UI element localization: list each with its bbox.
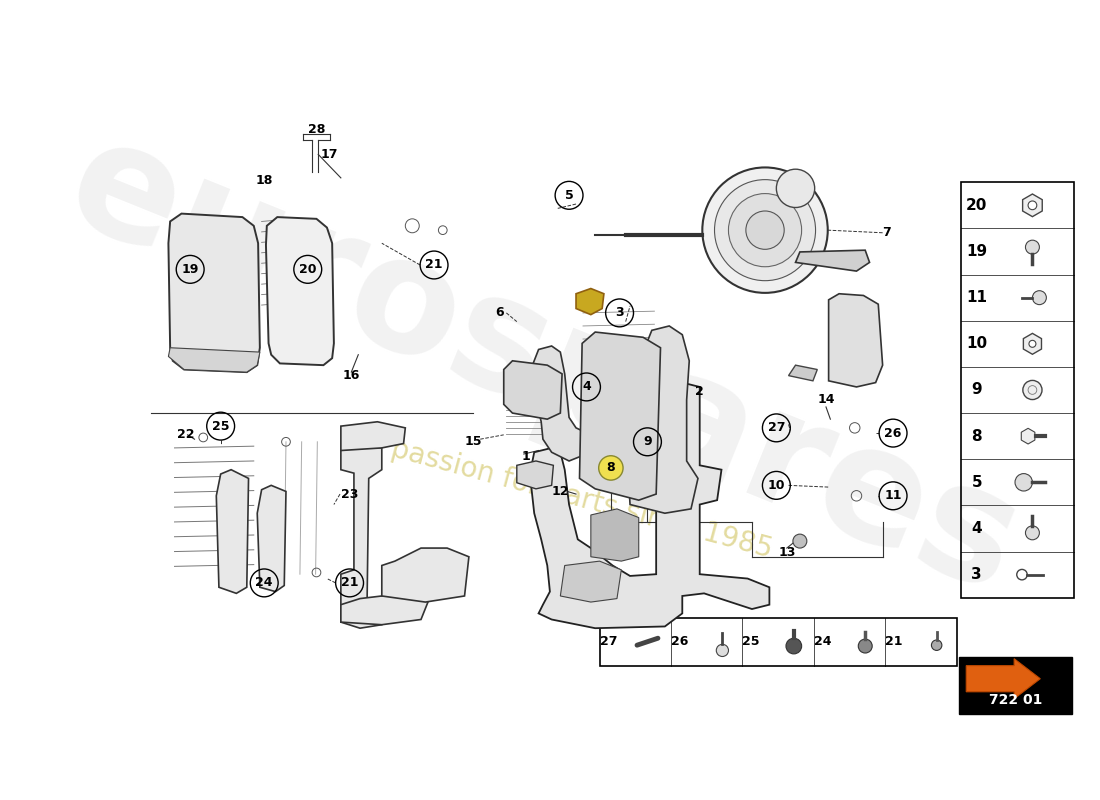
Text: 27: 27 bbox=[600, 635, 617, 648]
Text: 24: 24 bbox=[255, 577, 273, 590]
Polygon shape bbox=[530, 382, 769, 628]
Bar bbox=[961, 182, 1075, 598]
Text: 10: 10 bbox=[768, 479, 785, 492]
Circle shape bbox=[598, 456, 623, 480]
Text: 4: 4 bbox=[971, 521, 982, 536]
Text: 15: 15 bbox=[464, 435, 482, 448]
Polygon shape bbox=[560, 561, 621, 602]
Circle shape bbox=[1023, 381, 1042, 399]
Bar bbox=[600, 618, 957, 666]
Text: 8: 8 bbox=[606, 462, 615, 474]
Circle shape bbox=[702, 167, 827, 293]
Text: 21: 21 bbox=[426, 258, 443, 271]
Polygon shape bbox=[217, 470, 249, 594]
Circle shape bbox=[793, 534, 806, 548]
Text: 14: 14 bbox=[817, 394, 835, 406]
Polygon shape bbox=[795, 250, 870, 271]
Text: 22: 22 bbox=[177, 428, 195, 442]
Text: 20: 20 bbox=[299, 263, 317, 276]
Text: 722 01: 722 01 bbox=[989, 693, 1043, 706]
Polygon shape bbox=[966, 658, 1041, 698]
Circle shape bbox=[1033, 290, 1046, 305]
Circle shape bbox=[932, 640, 942, 650]
Text: 2: 2 bbox=[695, 385, 704, 398]
Text: 25: 25 bbox=[742, 635, 760, 648]
Circle shape bbox=[1028, 201, 1037, 210]
Text: 13: 13 bbox=[778, 546, 795, 559]
Text: 17: 17 bbox=[321, 148, 339, 161]
Polygon shape bbox=[828, 294, 882, 387]
Text: 1: 1 bbox=[521, 450, 530, 463]
Text: 12: 12 bbox=[551, 485, 569, 498]
Polygon shape bbox=[591, 509, 639, 561]
Text: 24: 24 bbox=[814, 635, 832, 648]
Text: 5: 5 bbox=[564, 189, 573, 202]
Circle shape bbox=[716, 644, 728, 657]
Text: 27: 27 bbox=[768, 422, 785, 434]
Text: 11: 11 bbox=[884, 490, 902, 502]
Polygon shape bbox=[168, 348, 260, 372]
Text: 18: 18 bbox=[255, 174, 273, 187]
Circle shape bbox=[1025, 526, 1040, 540]
Polygon shape bbox=[341, 594, 428, 625]
Text: 11: 11 bbox=[966, 290, 987, 305]
Text: 10: 10 bbox=[966, 336, 987, 351]
Text: 4: 4 bbox=[582, 381, 591, 394]
Text: 19: 19 bbox=[966, 244, 987, 259]
Text: 7: 7 bbox=[882, 226, 891, 239]
Text: 21: 21 bbox=[886, 635, 903, 648]
Text: 26: 26 bbox=[671, 635, 689, 648]
Text: 5: 5 bbox=[971, 475, 982, 490]
Text: 21: 21 bbox=[341, 577, 359, 590]
Polygon shape bbox=[168, 214, 260, 372]
Circle shape bbox=[715, 180, 815, 281]
Text: eurospares: eurospares bbox=[46, 104, 1041, 626]
Polygon shape bbox=[266, 217, 334, 365]
Circle shape bbox=[858, 639, 872, 653]
Polygon shape bbox=[504, 361, 562, 419]
Text: 9: 9 bbox=[644, 435, 652, 448]
Polygon shape bbox=[580, 332, 660, 500]
Text: 16: 16 bbox=[342, 369, 360, 382]
Text: 19: 19 bbox=[182, 263, 199, 276]
Text: 3: 3 bbox=[971, 567, 982, 582]
Text: 26: 26 bbox=[884, 426, 902, 439]
Circle shape bbox=[1025, 240, 1040, 254]
Text: a passion for parts since 1985: a passion for parts since 1985 bbox=[363, 428, 776, 564]
Polygon shape bbox=[341, 446, 382, 628]
Text: 20: 20 bbox=[966, 198, 988, 213]
Polygon shape bbox=[628, 326, 698, 514]
Circle shape bbox=[728, 194, 802, 266]
Polygon shape bbox=[517, 461, 553, 489]
Text: 28: 28 bbox=[308, 123, 326, 137]
Polygon shape bbox=[532, 346, 591, 461]
Polygon shape bbox=[576, 289, 604, 314]
Bar bbox=[959, 657, 1072, 714]
Text: 6: 6 bbox=[495, 306, 504, 319]
Circle shape bbox=[746, 211, 784, 250]
Polygon shape bbox=[789, 365, 817, 381]
Circle shape bbox=[786, 638, 802, 654]
Polygon shape bbox=[382, 548, 469, 602]
Text: 9: 9 bbox=[971, 382, 982, 398]
Text: 3: 3 bbox=[615, 306, 624, 319]
Circle shape bbox=[1015, 474, 1033, 491]
Text: 8: 8 bbox=[971, 429, 982, 444]
Circle shape bbox=[777, 169, 815, 207]
Text: 25: 25 bbox=[212, 420, 230, 433]
Circle shape bbox=[1028, 340, 1036, 347]
Text: 23: 23 bbox=[341, 487, 359, 501]
Polygon shape bbox=[257, 486, 286, 592]
Polygon shape bbox=[341, 422, 405, 450]
